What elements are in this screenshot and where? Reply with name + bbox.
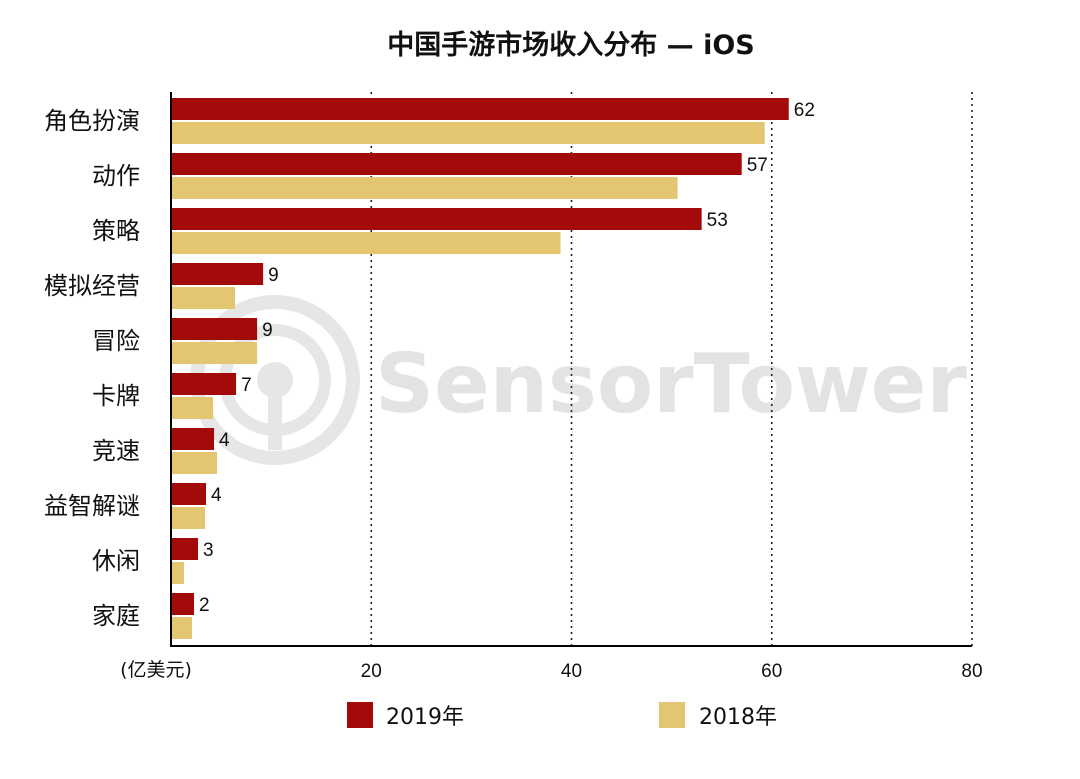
value-label-2019-7: 4 [211,485,222,506]
category-label-9: 家庭 [92,602,140,630]
bar-2019-0 [171,98,789,120]
legend-swatch-2019 [347,702,373,728]
value-label-2019-1: 57 [747,155,768,176]
legend-swatch-2018 [659,702,685,728]
x-tick-label-80: 80 [961,661,982,682]
bar-2018-8 [171,562,185,584]
bar-2018-3 [171,287,236,309]
category-label-6: 竞速 [92,437,140,465]
bar-2019-2 [171,208,702,230]
value-label-2019-8: 3 [203,540,214,561]
category-label-0: 角色扮演 [44,107,140,135]
bar-2018-9 [171,617,193,639]
bar-2018-6 [171,452,218,474]
bar-2019-4 [171,318,258,340]
x-tick-label-20: 20 [361,661,382,682]
value-label-2019-0: 62 [794,100,815,121]
bar-2019-8 [171,538,199,560]
x-tick-label-60: 60 [761,661,782,682]
value-label-2019-9: 2 [199,595,210,616]
legend: 2019年 2018年 [347,702,777,730]
bar-2019-3 [171,263,264,285]
bar-2019-1 [171,153,742,175]
bar-2018-1 [171,177,678,199]
value-label-2019-6: 4 [219,430,230,451]
bar-2018-5 [171,397,214,419]
category-label-5: 卡牌 [92,382,140,410]
category-label-2: 策略 [92,217,140,245]
x-tick-labels: 20 40 60 80 [361,661,983,682]
legend-label-2018: 2018年 [699,705,777,730]
bar-2018-4 [171,342,258,364]
category-label-1: 动作 [92,162,140,190]
category-label-4: 冒险 [92,327,140,355]
category-label-8: 休闲 [92,547,140,575]
value-label-2019-2: 53 [707,210,728,231]
bar-2019-9 [171,593,195,615]
value-label-2019-4: 9 [262,320,273,341]
value-labels: 62 57 53 9 9 7 4 4 3 2 [199,100,815,616]
bars [171,98,789,639]
x-axis-unit-label: (亿美元) [120,659,192,681]
category-label-7: 益智解谜 [44,492,140,520]
chart-title: 中国手游市场收入分布 — iOS [387,29,754,61]
legend-label-2019: 2019年 [386,705,464,730]
bar-2019-7 [171,483,207,505]
gridlines [370,92,973,646]
watermark-text: SensorTower [375,337,967,432]
bar-2018-7 [171,507,206,529]
watermark: SensorTower [190,295,967,465]
category-label-3: 模拟经营 [44,272,140,300]
bar-2019-5 [171,373,237,395]
bar-2018-0 [171,122,765,144]
x-tick-label-40: 40 [561,661,582,682]
bar-2018-2 [171,232,561,254]
value-label-2019-3: 9 [268,265,279,286]
value-label-2019-5: 7 [241,375,252,396]
bar-2019-6 [171,428,215,450]
